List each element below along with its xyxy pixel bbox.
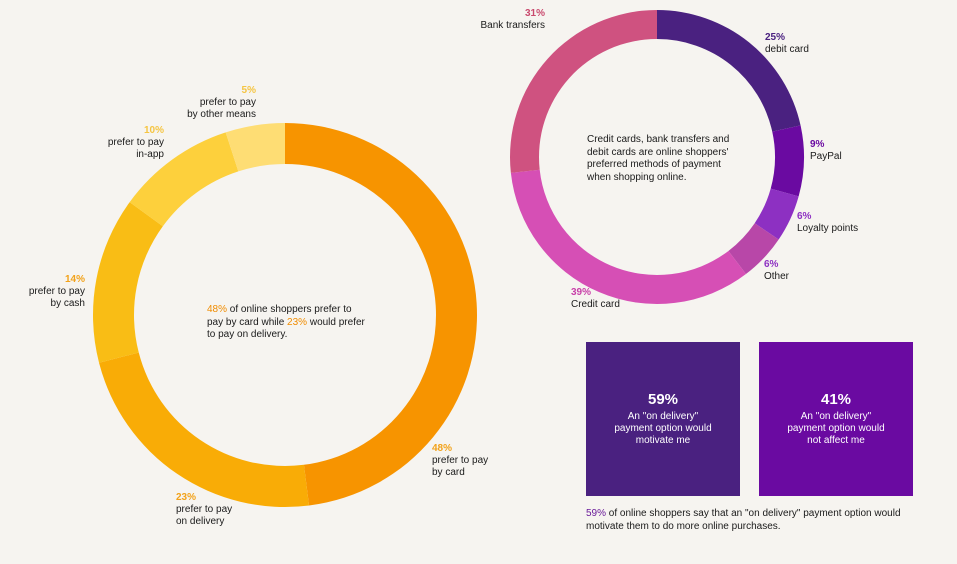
pay-method-slice-5 [510, 10, 657, 173]
pay-method-slice-0 [657, 10, 801, 132]
card-pref-slice-3 [129, 132, 239, 227]
slice-label-credit-card: 39% Credit card [571, 287, 620, 310]
card-pref-slice-0 [285, 123, 478, 506]
not-affect-box-text: An "on delivery" payment option would no… [787, 411, 885, 446]
motivate-box: 59% An "on delivery" payment option woul… [586, 342, 740, 496]
pay-method-slice-3 [728, 223, 779, 275]
donut2-center-note: Credit cards, bank transfers and debit c… [587, 134, 730, 183]
slice-label-card: 48% prefer to pay by card [432, 443, 489, 478]
card-pref-slice-1 [99, 352, 310, 507]
card-pref-slice-4 [225, 123, 285, 172]
slice-label-cash: 14% prefer to pay by cash [28, 274, 85, 309]
slice-label-debit-card: 25% debit card [765, 32, 809, 55]
slice-label-on-delivery: 23% prefer to pay on delivery [176, 492, 233, 527]
pay-method-slice-1 [770, 125, 804, 197]
slice-label-bank-transfers: 31% Bank transfers [480, 8, 545, 31]
motivate-box-text: An "on delivery" payment option would mo… [614, 411, 712, 446]
slice-label-loyalty-points: 6% Loyalty points [797, 211, 859, 234]
donut1-center-note: 48% of online shoppers prefer to pay by … [207, 304, 365, 340]
card-preference-donut [93, 123, 478, 507]
motivate-box-value: 59% [647, 391, 679, 408]
not-affect-box-value: 41% [820, 391, 852, 408]
slice-label-other: 6% Other [764, 259, 790, 282]
pay-method-slice-2 [754, 188, 799, 240]
pay-method-slice-4 [510, 169, 746, 305]
footnote: 59% of online shoppers say that an "on d… [586, 508, 901, 532]
slice-label-in-app: 10% prefer to pay in-app [107, 125, 164, 160]
payment-method-donut [510, 10, 804, 305]
not-affect-box: 41% An "on delivery" payment option woul… [759, 342, 913, 496]
slice-label-other-means: 5% prefer to pay by other means [187, 85, 256, 120]
slice-label-paypal: 9% PayPal [810, 139, 842, 162]
card-pref-slice-2 [93, 202, 163, 363]
